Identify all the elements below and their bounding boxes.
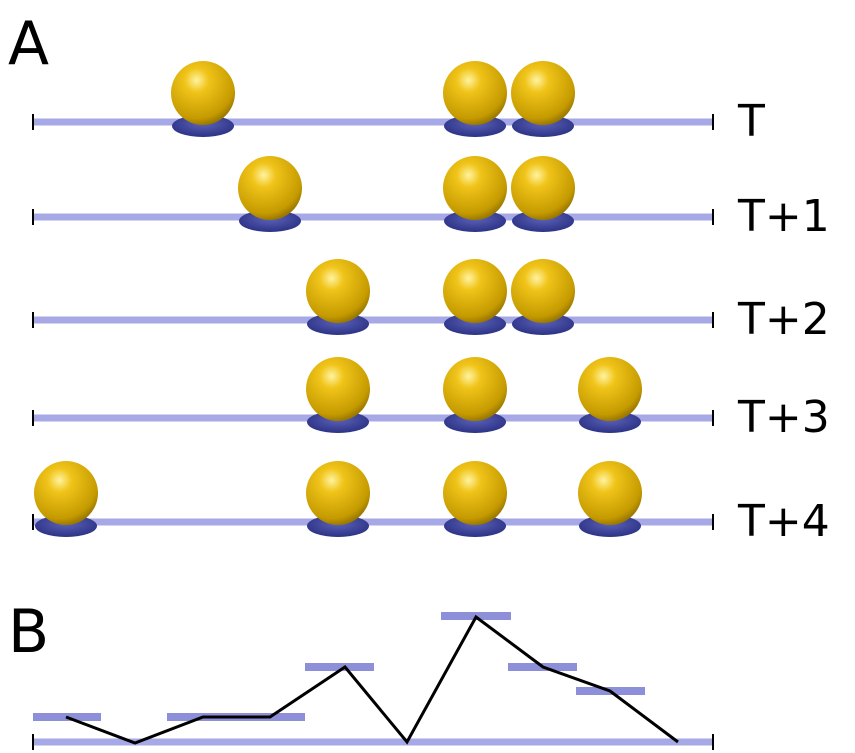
panel-label: B xyxy=(8,597,49,667)
ribosome-large-subunit xyxy=(34,461,98,525)
ribosome-large-subunit xyxy=(306,259,370,323)
time-label: T+2 xyxy=(737,294,830,345)
panel-a: T T+1 T+2 T+3 T+4 xyxy=(33,61,830,547)
ribosome-large-subunit xyxy=(511,61,575,125)
ribosome-large-subunit xyxy=(443,156,507,220)
time-label: T xyxy=(737,96,765,147)
time-label: T+4 xyxy=(737,496,830,547)
ribosome-large-subunit xyxy=(306,357,370,421)
time-label: T+1 xyxy=(737,191,830,242)
ribosome-large-subunit xyxy=(511,259,575,323)
ribosome-large-subunit xyxy=(443,259,507,323)
ribosome-large-subunit xyxy=(443,357,507,421)
ribosome-large-subunit xyxy=(578,461,642,525)
density-line xyxy=(66,617,678,743)
ribosome-large-subunit xyxy=(578,357,642,421)
ribosome-large-subunit xyxy=(443,461,507,525)
panel-label: A xyxy=(8,9,49,79)
time-label: T+3 xyxy=(737,392,830,443)
panel-b xyxy=(33,612,713,750)
ribosome-large-subunit xyxy=(238,156,302,220)
density-bars xyxy=(33,612,645,721)
ribosome-large-subunit xyxy=(443,61,507,125)
ribosome-large-subunit xyxy=(306,461,370,525)
figure: A T T+1 T+2 T+3 T+4 B xyxy=(0,0,855,753)
ribosome-large-subunit xyxy=(171,61,235,125)
ribosome-large-subunit xyxy=(511,156,575,220)
